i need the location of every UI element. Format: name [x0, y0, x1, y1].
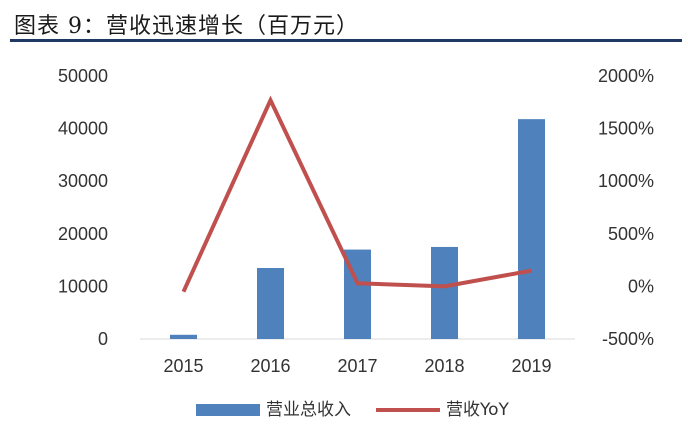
title-bar: 图表 9：营收迅速增长（百万元） — [0, 0, 688, 44]
legend-label-bar: 营业总收入 — [266, 400, 351, 420]
left-axis-tick-label: 0 — [98, 329, 108, 349]
legend: 营业总收入 营收YoY — [196, 400, 510, 420]
title-underline — [10, 39, 682, 42]
right-axis-ticks: -500% 0% 500% 1000% 1500% 2000% — [598, 66, 654, 349]
bar-revenue-2018 — [431, 246, 458, 339]
left-axis-tick-label: 10000 — [58, 276, 108, 296]
x-axis-tick-label: 2016 — [250, 356, 290, 376]
right-axis-tick-label: 1500% — [598, 119, 654, 139]
x-axis-ticks: 2015 2016 2017 2018 2019 — [163, 356, 551, 376]
bar-series — [170, 119, 545, 339]
line-revenue-yoy — [181, 95, 532, 293]
left-axis-tick-label: 20000 — [58, 224, 108, 244]
left-axis-tick-label: 40000 — [58, 119, 108, 139]
left-axis-ticks: 0 10000 20000 30000 40000 50000 — [58, 66, 108, 349]
left-axis-tick-label: 30000 — [58, 171, 108, 191]
bar-revenue-2015 — [170, 334, 197, 339]
left-axis-tick-label: 50000 — [58, 66, 108, 86]
bar-revenue-2016 — [257, 267, 284, 339]
bar-revenue-2019 — [518, 119, 545, 339]
legend-swatch-bar — [196, 404, 260, 416]
right-axis-tick-label: 2000% — [598, 66, 654, 86]
right-axis-tick-label: 0% — [628, 276, 654, 296]
line-series — [181, 95, 532, 293]
x-axis-tick-label: 2019 — [511, 356, 551, 376]
right-axis-tick-label: 1000% — [598, 171, 654, 191]
x-axis-tick-label: 2018 — [424, 356, 464, 376]
legend-label-line: 营收YoY — [446, 400, 510, 420]
right-axis-tick-label: 500% — [608, 224, 654, 244]
x-axis-tick-label: 2017 — [337, 356, 377, 376]
chart-title: 图表 9：营收迅速增长（百万元） — [14, 14, 359, 39]
x-axis-tick-label: 2015 — [163, 356, 203, 376]
revenue-growth-chart: 0 10000 20000 30000 40000 50000 -500% 0% 500% 10… — [58, 66, 654, 420]
right-axis-tick-label: -500% — [602, 329, 654, 349]
